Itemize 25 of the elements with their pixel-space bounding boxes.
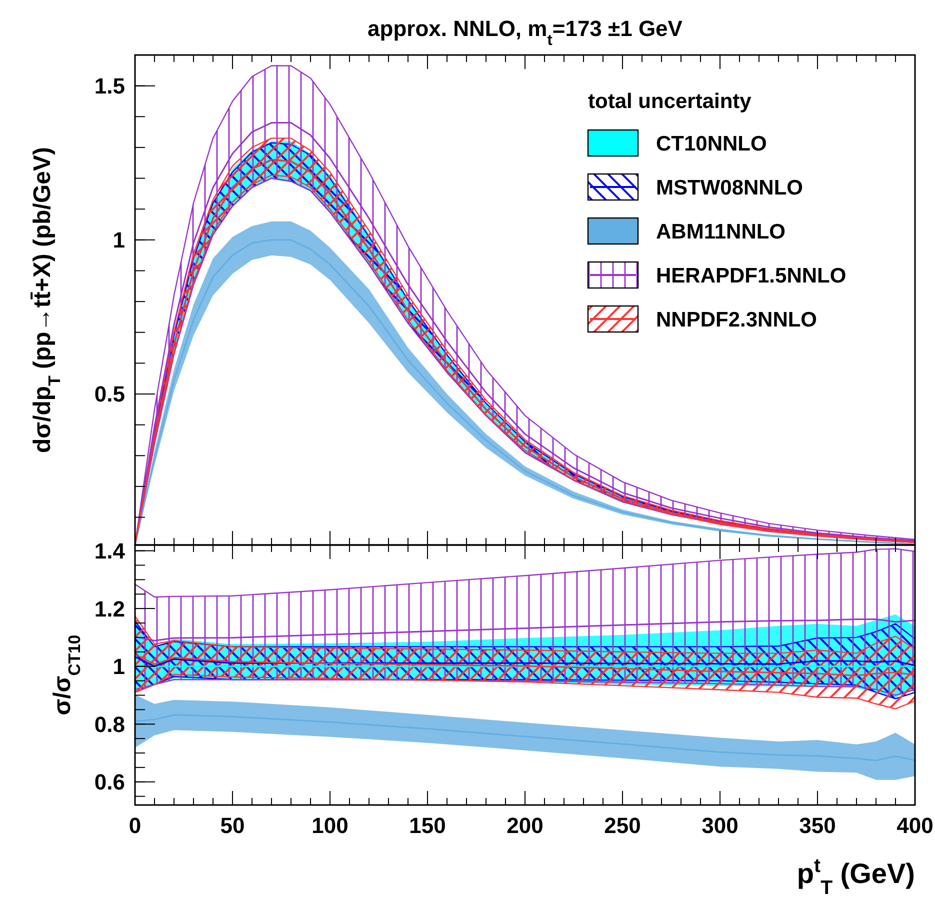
- x-tick-label: 200: [506, 813, 544, 838]
- x-tick-label: 250: [604, 813, 641, 838]
- y-tick-label: 1.2: [94, 596, 125, 622]
- legend-label: CT10NNLO: [656, 132, 767, 156]
- y-tick-label: 1: [112, 654, 125, 680]
- x-tick-label: 400: [896, 813, 934, 838]
- x-tick-label: 150: [409, 813, 446, 838]
- y-tick-label: 0.5: [94, 382, 125, 407]
- y-tick-label: 1.5: [94, 74, 125, 99]
- y-tick-label: 1: [112, 228, 125, 253]
- legend-label: NNPDF2.3NNLO: [656, 308, 818, 332]
- x-tick-label: 0: [128, 813, 142, 838]
- legend-title: total uncertainty: [588, 90, 752, 113]
- x-tick-label: 100: [312, 813, 348, 838]
- legend-label: ABM11NNLO: [656, 220, 786, 244]
- y-tick-label: 0.8: [94, 712, 125, 737]
- x-axis-title: p$^{t}$$_{T}$ (GeV): [796, 855, 915, 899]
- x-tick-label: 50: [220, 813, 245, 838]
- legend-label: HERAPDF1.5NNLO: [656, 264, 846, 288]
- x-tick-label: 350: [799, 813, 836, 838]
- y-tick-label: 1.4: [94, 538, 126, 564]
- x-tick-label: 300: [702, 813, 738, 838]
- y-tick-label: 0.6: [94, 770, 125, 795]
- legend-label: MSTW08NNLO: [656, 176, 803, 200]
- chart-title: approx. NNLO, m$_{t}$=173 ±1 GeV: [368, 16, 683, 48]
